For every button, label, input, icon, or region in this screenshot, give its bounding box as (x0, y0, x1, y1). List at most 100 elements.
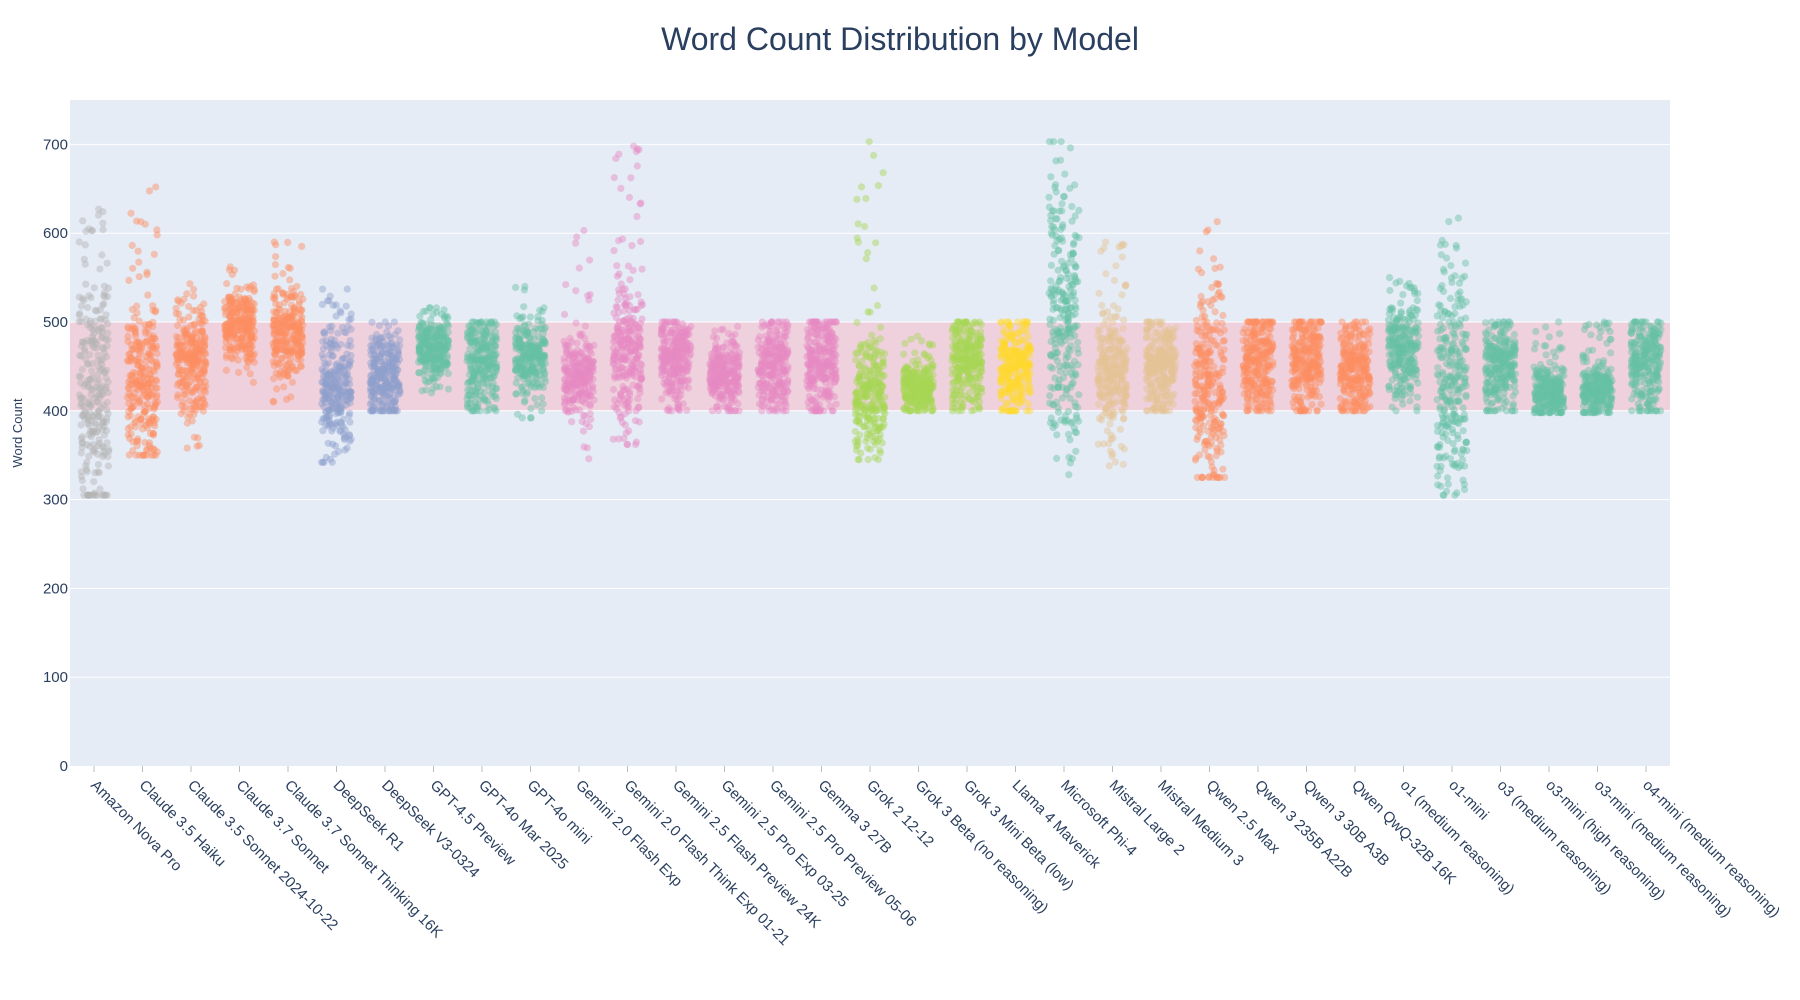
data-point (127, 380, 135, 388)
data-point (125, 399, 133, 407)
data-point (289, 287, 297, 295)
data-point (291, 323, 299, 331)
data-point (291, 326, 299, 334)
data-point (870, 151, 878, 159)
data-point (857, 183, 866, 191)
data-point (233, 298, 241, 306)
data-point (103, 406, 111, 414)
data-point (82, 462, 90, 470)
data-point (78, 443, 86, 452)
data-point (293, 326, 301, 334)
data-point (270, 290, 278, 298)
data-point (136, 416, 145, 424)
data-point (187, 335, 196, 343)
data-point (241, 315, 249, 323)
data-point (960, 350, 968, 358)
data-point (149, 342, 157, 351)
data-point (146, 391, 155, 399)
data-point (471, 356, 479, 364)
data-point (272, 345, 280, 353)
data-point (239, 318, 247, 326)
data-point (489, 379, 497, 387)
data-point (134, 345, 142, 353)
data-point (298, 331, 306, 340)
data-point (281, 307, 289, 315)
data-point (625, 193, 634, 202)
data-point (177, 410, 185, 418)
data-point (781, 340, 789, 348)
data-point (201, 341, 209, 349)
data-point (270, 314, 278, 322)
data-point (902, 391, 910, 399)
data-point (535, 340, 544, 348)
data-point (628, 242, 636, 250)
data-point (226, 329, 234, 338)
data-point (579, 427, 588, 435)
data-point (180, 327, 188, 335)
data-point (281, 346, 289, 355)
data-point (78, 394, 86, 402)
data-point (86, 351, 94, 359)
data-point (198, 373, 206, 382)
data-point (587, 415, 595, 424)
data-point (131, 345, 139, 353)
data-point (273, 344, 281, 352)
points-layer (75, 138, 1665, 499)
data-point (283, 337, 291, 345)
data-point (772, 332, 780, 340)
data-point (100, 282, 109, 290)
data-point (585, 423, 594, 431)
data-point (275, 329, 283, 337)
data-point (145, 419, 154, 427)
data-point (191, 402, 199, 410)
data-point (334, 329, 342, 337)
data-point (243, 323, 251, 331)
data-point (297, 362, 305, 371)
data-point (194, 395, 202, 403)
data-point (81, 339, 89, 347)
data-point (243, 319, 251, 328)
data-point (276, 341, 284, 349)
data-point (275, 305, 283, 313)
data-point (145, 379, 153, 387)
data-point (424, 342, 432, 350)
data-point (241, 342, 249, 350)
data-point (138, 383, 146, 392)
data-point (137, 377, 145, 385)
data-point (227, 308, 235, 316)
data-point (770, 407, 778, 415)
data-point (281, 320, 289, 329)
data-point (245, 301, 253, 309)
data-point (958, 407, 966, 415)
data-point (199, 347, 207, 355)
data-point (99, 443, 107, 451)
data-point (226, 337, 234, 345)
data-point (138, 344, 146, 352)
data-point (246, 322, 254, 330)
data-point (245, 315, 253, 323)
data-point (250, 300, 258, 308)
data-point (279, 318, 287, 326)
data-point (79, 217, 87, 225)
data-point (950, 354, 958, 362)
data-point (228, 316, 237, 324)
data-point (920, 350, 928, 358)
data-point (87, 417, 95, 425)
data-point (177, 367, 185, 375)
data-point (175, 334, 183, 342)
data-point (247, 307, 255, 315)
data-point (236, 316, 244, 325)
data-point (520, 398, 529, 406)
data-point (292, 337, 300, 345)
data-point (576, 330, 584, 338)
data-point (128, 305, 136, 314)
data-point (128, 372, 136, 380)
data-point (199, 403, 207, 411)
data-point (282, 327, 290, 335)
data-point (99, 425, 107, 433)
data-point (175, 379, 183, 387)
data-point (128, 403, 136, 412)
data-point (917, 398, 925, 406)
data-point (100, 431, 108, 439)
data-point (140, 382, 148, 390)
